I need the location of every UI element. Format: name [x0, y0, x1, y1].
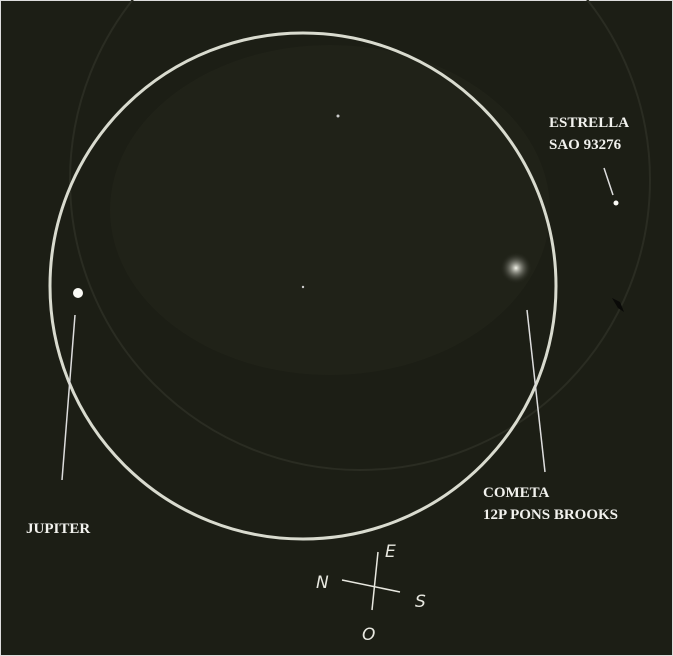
star — [302, 286, 304, 288]
sketch: ESTRELLA SAO 93276 JUPITER COMETA 12P PO… — [0, 0, 673, 656]
compass-label: S — [415, 592, 426, 612]
star — [337, 115, 340, 118]
compass-label: O — [362, 625, 375, 645]
label: SAO 93276 — [549, 137, 622, 153]
compass-label: E — [385, 542, 396, 562]
label: COMETA — [483, 485, 550, 501]
label: JUPITER — [26, 521, 90, 537]
comet — [500, 252, 532, 284]
jupiter — [73, 288, 83, 298]
star — [614, 201, 619, 206]
label: 12P PONS BROOKS — [483, 507, 618, 523]
faint-glow — [110, 45, 550, 375]
label: ESTRELLA — [549, 115, 629, 131]
compass-label: N — [316, 573, 329, 593]
page: ESTRELLA SAO 93276 JUPITER COMETA 12P PO… — [0, 0, 673, 656]
